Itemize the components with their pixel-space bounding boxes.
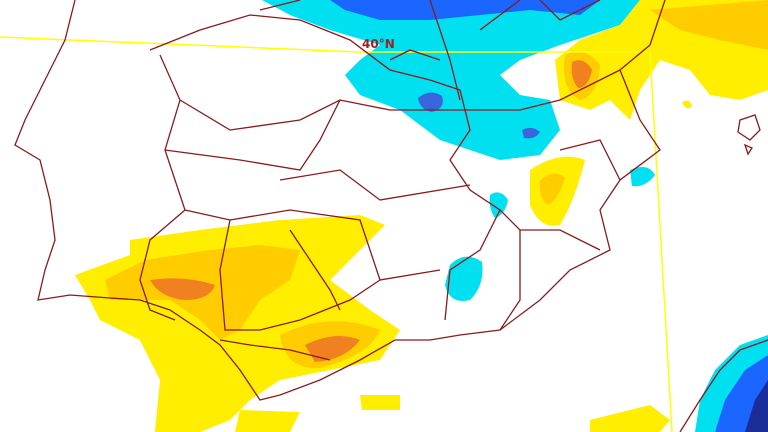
balearic-islands [737,114,761,156]
north-borders [259,0,601,101]
yellow-spot-islands [682,100,692,109]
positive-anomaly-areas [75,0,768,432]
blue-area-small-1 [418,92,443,112]
cyan-area-east [489,192,508,218]
latitude-40n-line [0,36,650,53]
cyan-area-north [262,0,640,160]
internal-borders-1 [149,14,501,321]
negative-anomaly-areas [262,0,768,432]
dark-orange-spot-catalonia [571,60,592,88]
cyan-area-valencia [630,166,655,187]
orange-area-northeast [650,0,768,50]
blue-area-north [330,0,600,20]
yellow-area-bottom [235,395,670,432]
darkest-blue-area-southeast [745,380,768,432]
coastline-west [14,0,666,401]
dark-orange-area-andalusia [305,336,360,362]
longitude-line [649,51,673,432]
graticule-lines [0,36,673,432]
internal-borders-4 [219,139,621,361]
africa-coast [679,339,768,432]
latitude-label: 40°N [362,37,395,51]
cyan-area-murcia [445,256,483,301]
internal-borders-2 [179,69,621,131]
orange-area-east [539,173,565,205]
internal-borders-3 [164,99,471,281]
region-borders [14,0,768,432]
portugal-border [139,54,186,321]
blue-area-small-2 [522,127,540,139]
dark-orange-area-west [150,278,215,300]
